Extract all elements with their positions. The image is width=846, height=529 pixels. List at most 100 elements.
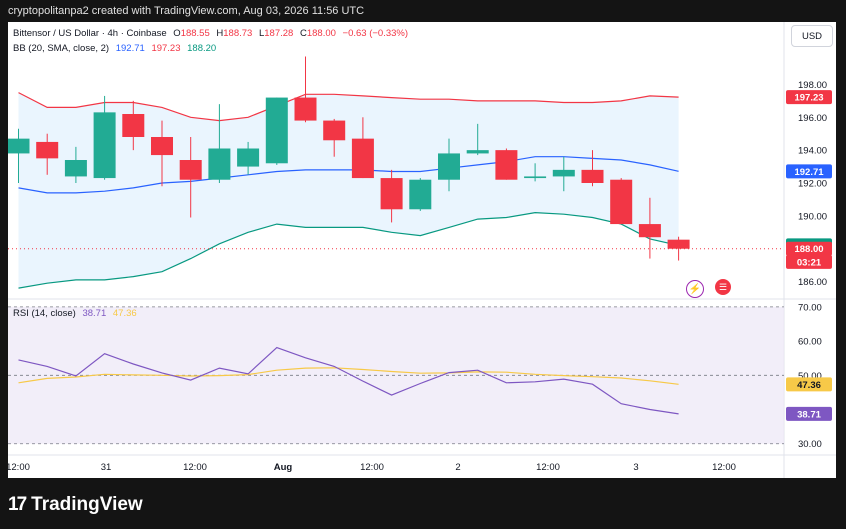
candle-body <box>36 141 59 159</box>
bb-basis-line <box>18 156 679 194</box>
tradingview-logo: 17 TradingView <box>8 494 143 516</box>
price-tick-label: 190.00 <box>798 211 827 222</box>
change-value: −0.63 (−0.33%) <box>342 28 409 39</box>
rsi-tick-label: 30.00 <box>798 439 822 450</box>
time-tick-label: 12:00 <box>8 462 30 473</box>
time-tick-label: Aug <box>274 462 293 473</box>
bb-lower-value: 188.20 <box>187 43 217 54</box>
candle-body <box>294 97 317 121</box>
time-tick-label: 12:00 <box>183 462 207 473</box>
rsi-tick-label: 60.00 <box>798 337 822 348</box>
rsi-value: 38.71 <box>82 308 107 319</box>
candle-body <box>552 169 575 177</box>
tv-logo-icon: 17 <box>8 494 27 515</box>
chart-panel[interactable]: 198.00 196.00 194.00 192.00 190.00 186.00 197.… <box>8 22 836 478</box>
rsi-line <box>18 346 679 415</box>
candle-body <box>524 176 547 179</box>
candle-body <box>466 150 489 154</box>
candle-body <box>581 169 604 183</box>
candle-body <box>495 150 518 180</box>
rsi-label-bg <box>786 406 832 421</box>
candle <box>294 56 317 123</box>
time-tick-label: 3 <box>633 462 638 473</box>
time-tick-label: 2 <box>455 462 460 473</box>
candle <box>323 118 346 157</box>
candle-body <box>8 138 30 154</box>
candle-body <box>122 114 145 137</box>
rsi-ma-line <box>18 367 679 385</box>
rsi-tick-label: 50.00 <box>798 371 822 382</box>
time-tick-label: 12:00 <box>536 462 560 473</box>
low-value: 187.28 <box>264 28 294 39</box>
candle <box>36 133 59 175</box>
price-label: 192.71 <box>794 167 824 178</box>
price-label-bg <box>786 164 832 179</box>
candle <box>438 138 460 192</box>
bb-basis-value: 192.71 <box>115 43 145 54</box>
candle <box>265 97 288 165</box>
price-label: 03:21 <box>797 257 822 268</box>
time-tick-label: 12:00 <box>360 462 384 473</box>
price-legend: Bittensor / US Dollar · 4h · Coinbase O1… <box>13 28 409 39</box>
candle-body <box>179 160 202 180</box>
price-label-bg <box>786 90 832 105</box>
candle <box>524 163 547 182</box>
lightning-icon[interactable]: ⚡ <box>686 280 704 298</box>
currency-button[interactable]: USD <box>791 25 833 47</box>
candle <box>122 100 145 151</box>
candle-body <box>380 178 403 210</box>
candle-body <box>93 112 116 179</box>
candle-body <box>638 224 661 238</box>
candle <box>466 123 489 156</box>
price-label-bg <box>786 254 832 269</box>
candle-body <box>151 137 173 156</box>
rsi-value-label: 47.36 <box>797 380 821 391</box>
candle <box>495 148 518 180</box>
candle <box>380 169 403 223</box>
close-value: 188.00 <box>306 28 336 39</box>
candle-body <box>438 153 460 180</box>
candle-body <box>237 148 260 167</box>
candle <box>64 146 87 183</box>
rsi-tick-label: 70.00 <box>798 302 822 313</box>
candle <box>667 236 690 261</box>
candle-body <box>208 148 231 180</box>
bb-legend[interactable]: BB (20, SMA, close, 2) 192.71 197.23 188… <box>13 43 220 54</box>
candle <box>552 156 575 192</box>
price-tick-label: 198.00 <box>798 80 827 91</box>
time-tick-label: 12:00 <box>712 462 736 473</box>
symbol-title: Bittensor / US Dollar · 4h · Coinbase <box>13 28 167 39</box>
candle-body <box>351 138 374 179</box>
candle <box>8 128 30 183</box>
bb-label: BB (20, SMA, close, 2) <box>13 43 110 54</box>
candle-body <box>667 239 690 249</box>
candle-body <box>409 179 432 210</box>
price-tick-label: 192.00 <box>798 179 827 190</box>
rsi-value-label: 38.71 <box>797 409 821 420</box>
price-label: 197.23 <box>794 93 823 104</box>
rsi-legend[interactable]: RSI (14, close) 38.71 47.36 <box>13 308 141 319</box>
candle <box>151 120 173 187</box>
high-value: 188.73 <box>223 28 253 39</box>
time-tick-label: 31 <box>101 462 112 473</box>
candle <box>208 104 231 183</box>
price-tick-label: 196.00 <box>798 113 827 124</box>
bb-band-fill <box>18 92 679 289</box>
price-label: 188.00 <box>794 244 823 255</box>
candle <box>93 95 116 180</box>
candle <box>581 150 604 187</box>
chart-canvas[interactable]: 198.00 196.00 194.00 192.00 190.00 186.00 197.… <box>8 22 836 478</box>
candle-body <box>265 97 288 164</box>
candle <box>179 137 202 218</box>
flag-us-icon[interactable]: ☰ <box>715 279 731 295</box>
rsi-ma-value: 47.36 <box>112 308 137 319</box>
price-tick-label: 194.00 <box>798 146 827 157</box>
candle <box>638 197 661 259</box>
candle <box>409 178 432 211</box>
candle-body <box>610 179 633 225</box>
price-label-bg <box>786 241 832 256</box>
candle-body <box>64 160 87 177</box>
rsi-label-bg <box>786 377 832 392</box>
candle <box>610 178 633 225</box>
bb-upper-value: 197.23 <box>151 43 181 54</box>
